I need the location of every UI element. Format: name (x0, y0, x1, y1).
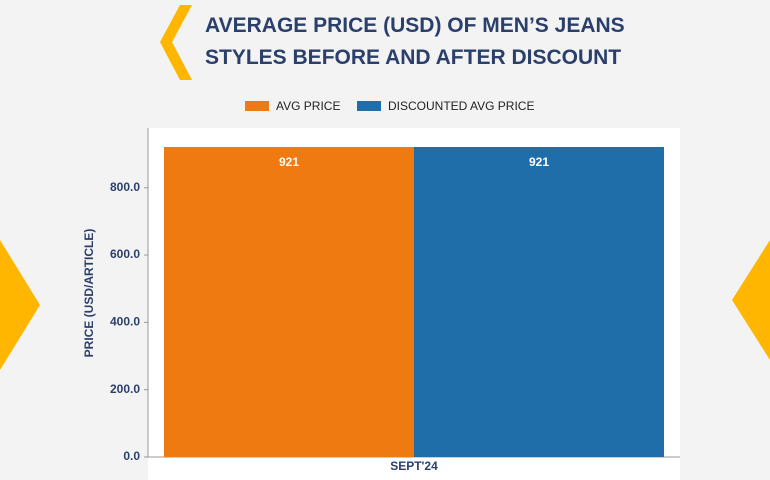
y-tick-label: 200.0 (110, 382, 140, 396)
y-axis-label: PRICE (USD/ARTICLE) (82, 229, 96, 358)
y-tick-label: 800.0 (110, 180, 140, 194)
y-tick-label: 600.0 (110, 247, 140, 261)
data-label: 921 (279, 155, 299, 169)
legend-label: AVG PRICE (276, 99, 340, 113)
chart-title: AVERAGE PRICE (USD) OF MEN’S JEANS STYLE… (205, 14, 625, 69)
decoration (0, 240, 40, 370)
decoration (732, 240, 770, 360)
x-tick-label: SEPT'24 (390, 459, 438, 473)
y-tick-label: 0.0 (123, 449, 140, 463)
legend-swatch (357, 101, 381, 111)
bar (164, 147, 414, 457)
decoration (160, 5, 192, 80)
y-tick-label: 400.0 (110, 315, 140, 329)
bar (414, 147, 664, 457)
legend-swatch (245, 101, 269, 111)
data-label: 921 (529, 155, 549, 169)
legend-label: DISCOUNTED AVG PRICE (388, 99, 534, 113)
